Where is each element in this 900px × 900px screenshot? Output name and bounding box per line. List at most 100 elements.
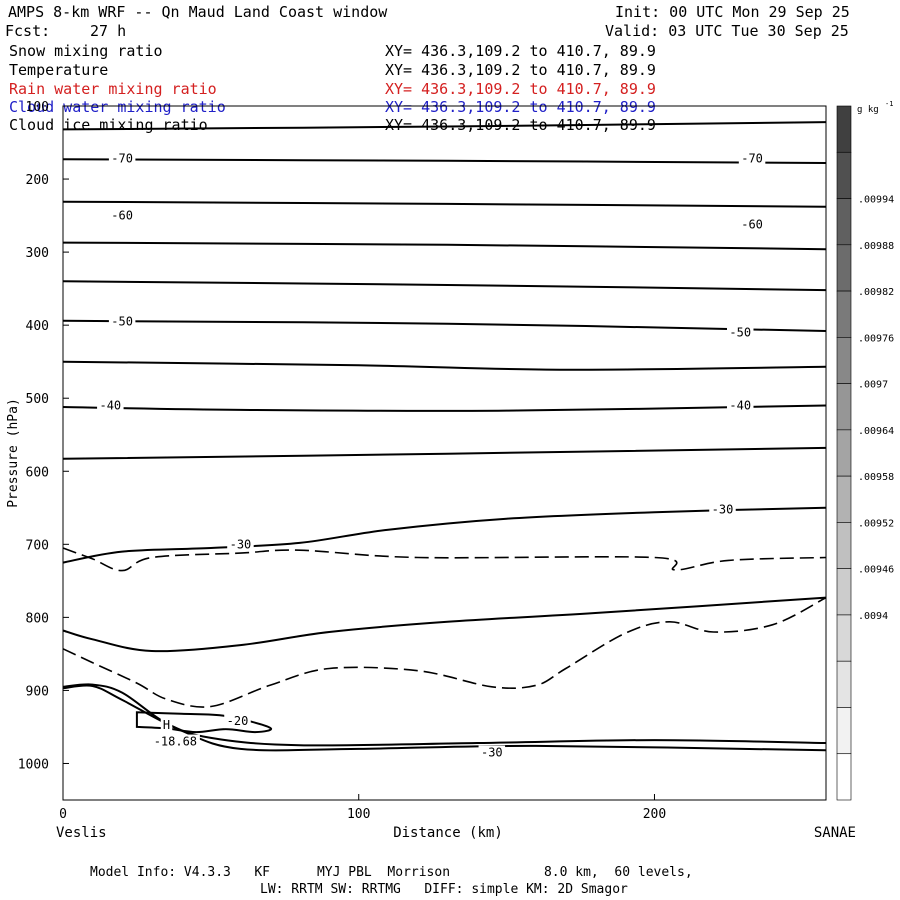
isotherm-line — [135, 711, 273, 734]
contour-label: -70 — [741, 152, 763, 166]
contour-label: -60 — [111, 209, 133, 223]
y-tick-label: 600 — [26, 465, 49, 480]
chart-title: AMPS 8-km WRF -- Qn Maud Land Coast wind… — [8, 3, 388, 21]
y-tick-label: 200 — [26, 173, 49, 188]
contour-label-bg — [726, 325, 754, 340]
contour-label: H — [163, 718, 170, 732]
contour-label-bg — [97, 398, 124, 413]
contour-label-bg — [738, 217, 766, 232]
field-name-temperature: Temperature — [9, 61, 109, 79]
y-tick-label: 400 — [26, 319, 49, 334]
colorbar-unit: g kg — [857, 105, 879, 115]
y-tick-label: 700 — [26, 538, 49, 553]
colorbar-swatch — [836, 151, 852, 199]
contour-label: -30 — [712, 502, 734, 516]
isotherm-line — [62, 596, 827, 653]
y-tick-label: 300 — [26, 246, 49, 261]
plot-frame — [62, 105, 827, 801]
colorbar-swatch — [836, 337, 852, 384]
field-xy-cloud-water: XY= 436.3,109.2 to 410.7, 89.9 — [385, 98, 656, 116]
dashed-contour-layer — [62, 547, 827, 708]
contour-label: -20 — [227, 714, 249, 728]
contour-label-bg — [709, 502, 736, 517]
colorbar-swatch — [836, 105, 852, 153]
valid-time: Valid: 03 UTC Tue 30 Sep 25 — [605, 22, 849, 40]
model-info-line2: LW: RRTM SW: RRTMG DIFF: simple KM: 2D S… — [260, 882, 628, 897]
isotherm-line — [62, 121, 827, 131]
contour-label-bg — [160, 717, 173, 732]
contour-label: -18.68 — [154, 735, 197, 749]
colorbar-swatch — [836, 660, 852, 708]
y-tick-label: 500 — [26, 392, 49, 407]
dashed-contour-line — [62, 547, 827, 572]
colorbar-unit-exponent: -1 — [885, 100, 893, 108]
contour-label: -30 — [230, 537, 252, 551]
contour-label: -40 — [99, 399, 121, 413]
y-axis-title: Pressure (hPa) — [6, 398, 21, 508]
y-tick-label: 900 — [26, 684, 49, 699]
contour-label-bg — [478, 745, 506, 760]
isotherm-line — [62, 404, 827, 412]
x-end-label-left: Veslis — [56, 825, 107, 841]
isotherm-line — [62, 241, 827, 251]
field-xy-snow: XY= 436.3,109.2 to 410.7, 89.9 — [385, 42, 656, 60]
x-axis-title: Distance (km) — [393, 825, 503, 841]
colorbar-tick-label: .0097 — [858, 380, 888, 391]
colorbar-tick-label: .00964 — [858, 426, 894, 437]
colorbar-swatch — [836, 522, 852, 569]
init-time: Init: 00 UTC Mon 29 Sep 25 — [615, 3, 850, 21]
field-xy-temperature: XY= 436.3,109.2 to 410.7, 89.9 — [385, 61, 656, 79]
colorbar-swatch — [836, 614, 852, 662]
isotherm-line — [62, 683, 827, 747]
y-axis: 100 200 300 400 500 600 700 800 900 1000 — [18, 100, 69, 772]
colorbar: .00994 .00988 .00982 .00976 .0097 .00964 .0095… — [836, 105, 894, 801]
contour-label: -50 — [729, 325, 751, 339]
colorbar-tick-label: .00952 — [858, 518, 894, 529]
colorbar-tick-label: .00946 — [858, 565, 894, 576]
colorbar-tick-label: .00976 — [858, 333, 894, 344]
colorbar-swatch — [836, 568, 852, 616]
y-tick-label: 1000 — [18, 757, 49, 772]
contour-label-layer: -70 -70 -60 -60 -50 -50 -40 -40 -30 -30 -20 -30 H -18… — [97, 151, 766, 760]
colorbar-swatch — [836, 383, 852, 431]
isotherm-line — [62, 200, 827, 208]
contour-label-bg — [108, 314, 136, 329]
forecast-value: 27 h — [90, 22, 127, 40]
colorbar-swatch — [836, 290, 852, 338]
colorbar-tick-label: .00988 — [858, 241, 894, 252]
field-name-snow: Snow mixing ratio — [9, 42, 163, 60]
isotherm-line — [62, 446, 827, 460]
x-tick-label: 200 — [643, 807, 666, 822]
isotherm-layer — [62, 121, 827, 752]
contour-label: -60 — [741, 217, 763, 231]
forecast-label: Fcst: — [5, 22, 51, 40]
contour-label-bg — [108, 208, 136, 223]
model-info-line1: Model Info: V4.3.3 KF MYJ PBL Morrison 8… — [90, 865, 693, 880]
contour-label: -30 — [481, 746, 503, 760]
contour-label: -50 — [111, 315, 133, 329]
isotherm-line — [62, 158, 827, 164]
x-tick-label: 100 — [347, 807, 370, 822]
y-tick-label: 800 — [26, 611, 49, 626]
isotherm-line — [62, 280, 827, 292]
colorbar-tick-label: .00994 — [858, 195, 894, 206]
contour-label: -40 — [729, 399, 751, 413]
colorbar-tick-label: .00982 — [858, 287, 894, 298]
isotherm-line — [62, 684, 827, 752]
colorbar-tick-label: .00958 — [858, 472, 894, 483]
colorbar-swatch — [836, 707, 852, 755]
colorbar-tick-label: .0094 — [858, 611, 888, 622]
field-xy-rain: XY= 436.3,109.2 to 410.7, 89.9 — [385, 80, 656, 98]
isotherm-line — [62, 360, 827, 371]
x-axis: 0 100 200 — [59, 794, 666, 822]
colorbar-swatch — [836, 475, 852, 523]
contour-label: -70 — [111, 152, 133, 166]
colorbar-swatch — [836, 244, 852, 292]
isotherm-line — [62, 319, 827, 332]
dashed-contour-line — [62, 596, 827, 708]
x-end-label-right: SANAE — [814, 825, 856, 841]
contour-label-bg — [150, 734, 200, 749]
contour-label-bg — [224, 714, 251, 729]
contour-label-bg — [738, 151, 766, 166]
colorbar-swatch — [836, 198, 852, 246]
